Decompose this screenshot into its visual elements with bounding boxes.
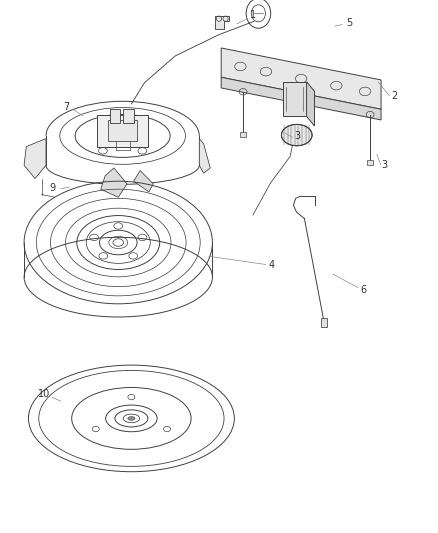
Ellipse shape	[128, 417, 135, 420]
Text: 10: 10	[38, 390, 50, 399]
Polygon shape	[24, 139, 46, 179]
Text: 3: 3	[381, 160, 388, 170]
Text: 2: 2	[391, 91, 397, 101]
Text: 5: 5	[346, 19, 353, 28]
Polygon shape	[221, 77, 381, 120]
Text: 1: 1	[250, 11, 256, 20]
Polygon shape	[134, 171, 153, 192]
Polygon shape	[367, 160, 373, 165]
Polygon shape	[307, 82, 314, 126]
Polygon shape	[123, 109, 134, 123]
Polygon shape	[199, 139, 210, 173]
Polygon shape	[283, 82, 307, 116]
Polygon shape	[240, 132, 246, 137]
Text: 3: 3	[295, 131, 301, 141]
Ellipse shape	[281, 124, 312, 146]
Text: 7: 7	[64, 102, 70, 111]
Polygon shape	[101, 168, 127, 197]
Text: 4: 4	[268, 260, 275, 270]
Polygon shape	[221, 48, 381, 109]
Text: 9: 9	[49, 183, 56, 192]
Polygon shape	[321, 318, 327, 327]
Polygon shape	[215, 16, 229, 29]
Text: 6: 6	[360, 286, 367, 295]
Polygon shape	[109, 120, 137, 141]
Polygon shape	[110, 109, 120, 123]
Polygon shape	[97, 115, 148, 147]
